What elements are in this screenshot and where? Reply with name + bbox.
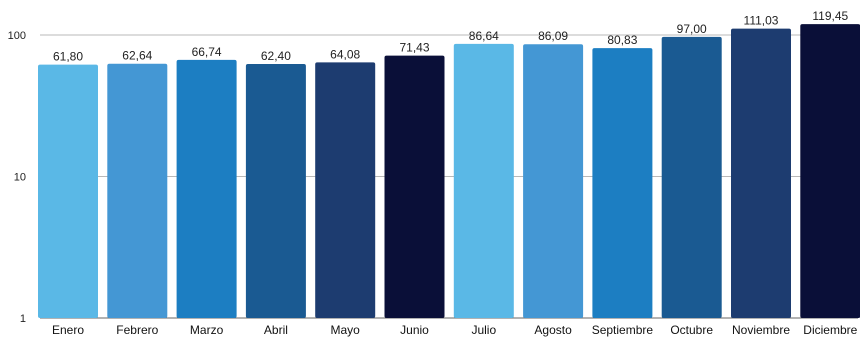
x-tick-label: Junio [400, 323, 429, 337]
data-label: 61,80 [53, 50, 83, 64]
x-tick-label: Enero [52, 323, 84, 337]
y-tick-label: 10 [14, 172, 26, 184]
bar-agosto [523, 44, 584, 318]
bar-enero [38, 64, 98, 318]
bar-mayo [315, 62, 376, 318]
data-label: 86,64 [469, 29, 499, 43]
y-tick-label: 1 [20, 313, 26, 325]
data-label: 62,64 [122, 49, 152, 63]
bar-marzo [176, 59, 237, 318]
bars [38, 24, 860, 319]
x-tick-label: Marzo [190, 323, 224, 337]
y-tick-label: 100 [8, 30, 26, 42]
x-tick-label: Septiembre [592, 323, 654, 337]
data-label: 111,03 [744, 14, 779, 28]
x-tick-label: Febrero [116, 323, 158, 337]
data-label: 71,43 [399, 41, 429, 55]
data-label: 97,00 [677, 22, 707, 36]
bar-julio [453, 43, 514, 319]
x-tick-label: Abril [264, 323, 288, 337]
x-tick-label: Agosto [534, 323, 572, 337]
x-tick-label: Noviembre [732, 323, 790, 337]
data-label: 119,45 [812, 9, 848, 23]
x-tick-label: Julio [471, 323, 496, 337]
bar-diciembre [800, 24, 860, 318]
x-tick-label: Octubre [670, 323, 713, 337]
data-label: 62,40 [261, 49, 291, 63]
bar-septiembre [592, 48, 653, 318]
labels: 1 10 100 61,80 Enero 62,64 Febrero 66,74 Marzo 62… [8, 9, 858, 337]
x-tick-label: Diciembre [803, 323, 857, 337]
bar-junio [384, 55, 445, 318]
data-label: 86,09 [538, 29, 568, 43]
bar-febrero [107, 63, 168, 318]
bar-noviembre [731, 28, 791, 319]
data-label: 80,83 [607, 33, 637, 47]
data-label: 64,08 [330, 47, 360, 61]
bar-octubre [661, 36, 722, 319]
data-label: 66,74 [192, 45, 222, 59]
bar-abril [245, 63, 306, 318]
x-tick-label: Mayo [331, 323, 361, 337]
